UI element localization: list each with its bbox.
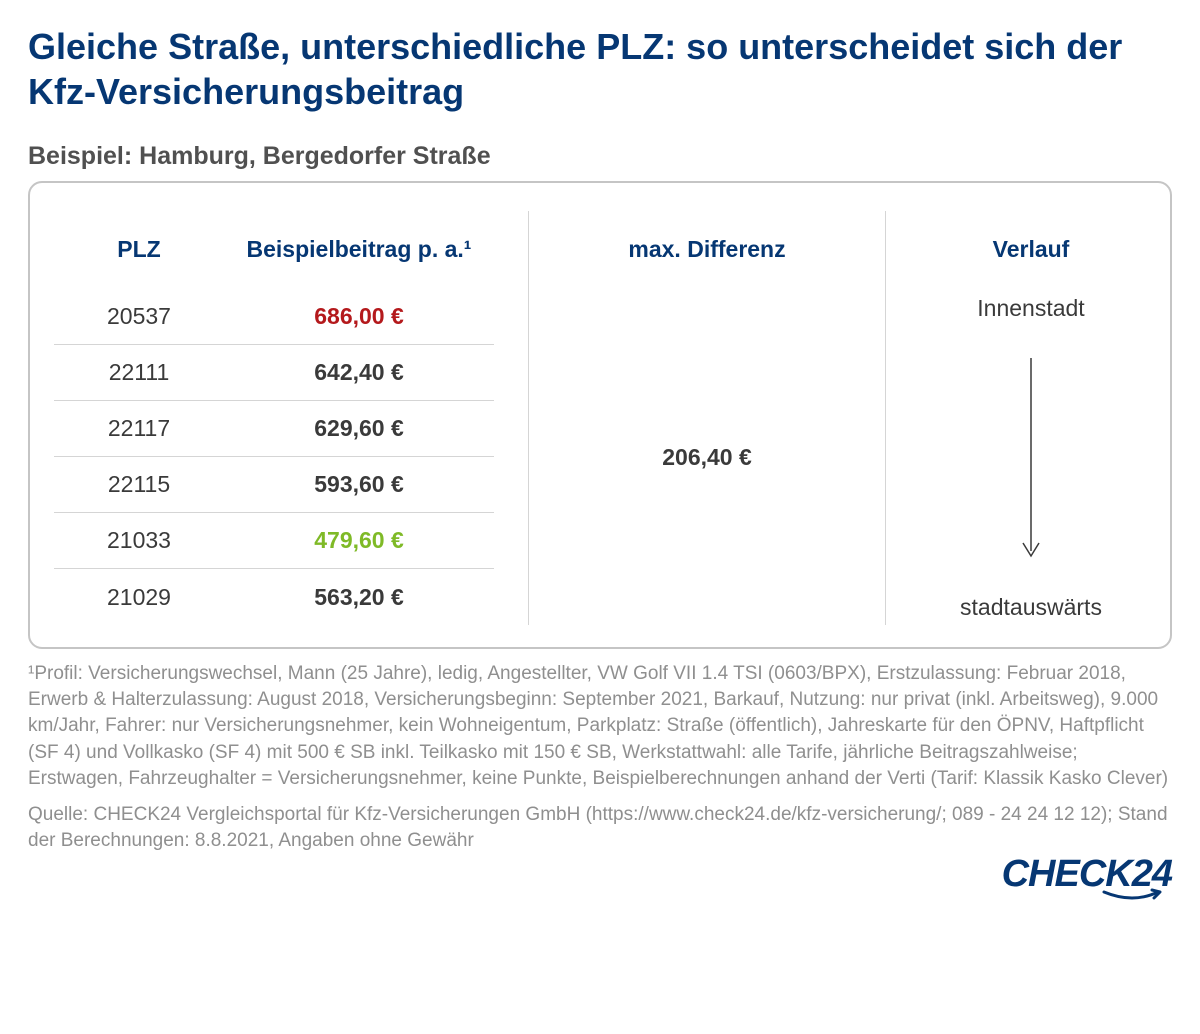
logo-arc-icon [1102,888,1164,902]
table-row: 22115 [54,457,224,513]
arrow-down-icon [1016,353,1046,563]
page-title: Gleiche Straße, unterschiedliche PLZ: so… [28,24,1172,114]
column-diff: max. Differenz 206,40 € [529,211,886,625]
table-row: 20537 [54,289,224,345]
source-text: Quelle: CHECK24 Vergleichsportal für Kfz… [28,802,1172,854]
max-diff-value: 206,40 € [559,289,855,625]
table-row: 563,20 € [224,569,494,625]
table-row: 21029 [54,569,224,625]
table-row: 22117 [54,401,224,457]
verlauf-top-label: Innenstadt [977,295,1084,322]
table-row: 642,40 € [224,345,494,401]
logo-row: CHECK24 [28,853,1172,896]
table-row: 686,00 € [224,289,494,345]
table-left: PLZ 20537 22111 22117 22115 21033 21029 … [54,211,529,625]
header-verlauf: Verlauf [916,211,1146,289]
column-plz: PLZ 20537 22111 22117 22115 21033 21029 [54,211,224,625]
header-beitrag: Beispielbeitrag p. a.¹ [224,211,494,289]
verlauf-body: Innenstadt stadtauswärts [916,289,1146,625]
table-row: 629,60 € [224,401,494,457]
table-row: 593,60 € [224,457,494,513]
table-row: 22111 [54,345,224,401]
check24-logo: CHECK24 [1002,853,1172,896]
table-row: 479,60 € [224,513,494,569]
column-beitrag: Beispielbeitrag p. a.¹ 686,00 € 642,40 €… [224,211,494,625]
subtitle: Beispiel: Hamburg, Bergedorfer Straße [28,142,1172,171]
column-verlauf: Verlauf Innenstadt stadtauswärts [886,211,1146,625]
comparison-card: PLZ 20537 22111 22117 22115 21033 21029 … [28,181,1172,649]
table-row: 21033 [54,513,224,569]
header-diff: max. Differenz [559,211,855,289]
header-plz: PLZ [54,211,224,289]
footnote: ¹Profil: Versicherungswechsel, Mann (25 … [28,661,1172,792]
verlauf-bottom-label: stadtauswärts [960,594,1102,621]
